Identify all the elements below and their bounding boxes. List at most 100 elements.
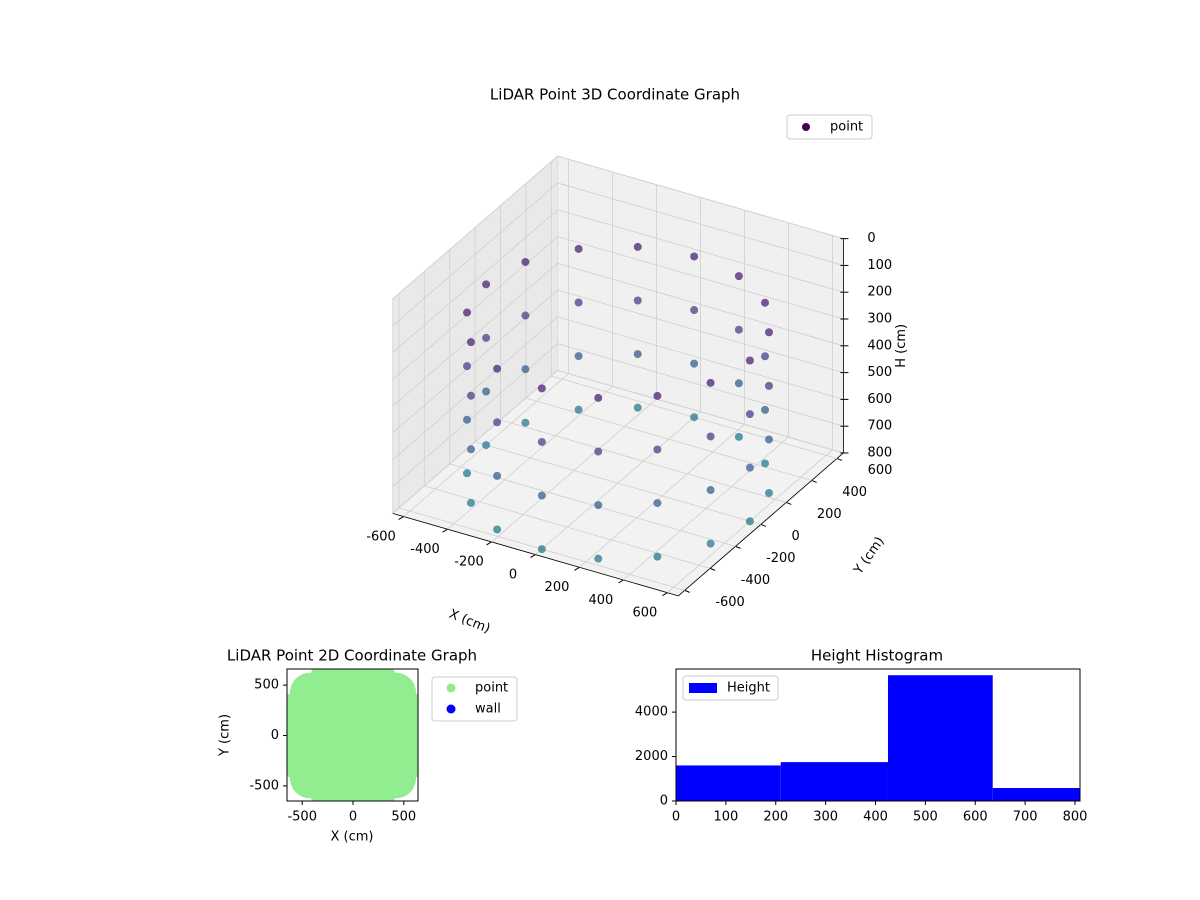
- data-point: [466, 338, 475, 347]
- data-point: [734, 379, 743, 388]
- data-point: [493, 525, 502, 534]
- data-point: [745, 410, 754, 419]
- data-point: [690, 359, 699, 368]
- z-tick-label: 500: [867, 365, 892, 380]
- y-tick: [709, 567, 716, 571]
- data-point: [633, 296, 642, 305]
- data-point: [466, 391, 475, 400]
- data-point: [761, 405, 770, 414]
- grid-line: [392, 209, 558, 353]
- legend-label: point: [830, 120, 863, 135]
- x-tick-label: 600: [963, 810, 988, 825]
- x-tick-label: -600: [366, 529, 396, 544]
- data-point: [463, 362, 472, 371]
- grid-line: [557, 209, 844, 293]
- data-point: [764, 328, 773, 337]
- x-tick: [442, 528, 448, 533]
- data-point: [745, 356, 754, 365]
- data-point: [493, 471, 502, 480]
- data-point: [690, 306, 699, 315]
- x-tick: [574, 566, 580, 571]
- data-point: [734, 325, 743, 334]
- x-tick: [486, 541, 492, 546]
- x-tick-label: 0: [349, 810, 357, 825]
- y-tick-label: 600: [868, 463, 893, 478]
- legend-marker: [689, 683, 717, 693]
- data-point: [764, 381, 773, 390]
- data-point: [761, 352, 770, 361]
- x-tick-label: 200: [763, 810, 788, 825]
- data-point: [574, 244, 583, 253]
- data-point: [706, 378, 715, 387]
- y-tick: [760, 523, 767, 527]
- y-tick: [684, 589, 690, 593]
- x-tick-label: 0: [509, 567, 517, 582]
- data-point: [633, 242, 642, 251]
- z-tick-label: 0: [867, 231, 875, 246]
- data-point: [482, 333, 491, 342]
- data-point: [482, 387, 491, 396]
- x-tick: [618, 579, 624, 584]
- y-tick-label: 0: [271, 728, 279, 743]
- y-tick-label: 4000: [635, 705, 668, 720]
- x-tick-label: 300: [813, 810, 838, 825]
- grid-line: [557, 289, 844, 373]
- data-point: [594, 447, 603, 456]
- grid-line: [557, 316, 844, 400]
- x-tick: [398, 516, 404, 520]
- y-tick-label: 500: [254, 678, 279, 693]
- data-point: [466, 498, 475, 507]
- data-point: [574, 298, 583, 307]
- grid-line: [557, 236, 844, 320]
- y-tick-label: -200: [766, 551, 796, 566]
- data-point: [521, 418, 530, 427]
- data-point: [537, 545, 546, 554]
- y-tick-label: 0: [791, 529, 799, 544]
- x-axis-label: X (cm): [331, 830, 374, 845]
- bar: [676, 765, 781, 801]
- legend-marker: [446, 704, 456, 714]
- z-tick-label: 800: [867, 445, 892, 460]
- x-tick-label: 600: [632, 605, 657, 620]
- data-point: [706, 539, 715, 548]
- data-point: [521, 365, 530, 374]
- grid-line: [557, 262, 844, 347]
- grid-line: [557, 155, 844, 240]
- y-tick: [811, 479, 817, 483]
- grid-line: [500, 419, 787, 503]
- grid-line: [392, 289, 558, 434]
- z-tick-label: 300: [867, 312, 892, 327]
- data-point: [493, 418, 502, 427]
- bar: [780, 762, 888, 801]
- legend-box: [682, 675, 779, 701]
- y-tick-label: -400: [741, 573, 771, 588]
- data-point: [463, 415, 472, 424]
- data-point: [633, 403, 642, 412]
- grid-line: [557, 343, 844, 427]
- plot-area: [287, 669, 418, 801]
- axes-frame: [675, 668, 1081, 802]
- y-tick-label: 2000: [635, 749, 668, 764]
- data-point: [482, 441, 491, 450]
- data-point: [761, 298, 770, 307]
- data-point: [764, 435, 773, 444]
- bar: [887, 675, 993, 801]
- legend-box: [431, 676, 518, 722]
- data-point: [633, 350, 642, 359]
- data-point: [466, 445, 475, 454]
- legend-label: point: [475, 681, 508, 696]
- x-tick: [530, 554, 536, 559]
- z-tick-label: 600: [867, 392, 892, 407]
- data-point: [537, 437, 546, 446]
- data-point: [653, 445, 662, 454]
- grid-line: [392, 316, 558, 461]
- x-tick-label: -400: [410, 542, 440, 557]
- y-axis-label: Y (cm): [218, 714, 233, 757]
- bar: [992, 788, 1080, 801]
- chart-title: LiDAR Point 3D Coordinate Graph: [490, 86, 740, 104]
- x-tick-label: -200: [454, 555, 484, 570]
- data-point: [764, 489, 773, 498]
- y-tick-label: 200: [817, 507, 842, 522]
- x-tick-label: 0: [672, 810, 680, 825]
